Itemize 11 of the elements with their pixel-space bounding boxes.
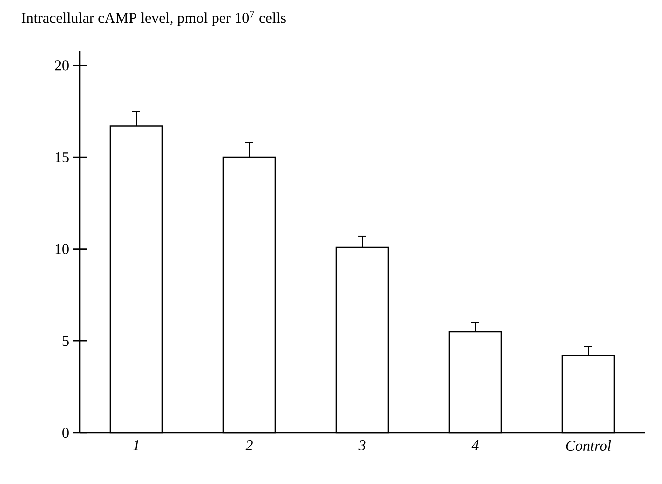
y-tick-label: 10: [56, 244, 69, 254]
x-tick-label: 3: [358, 440, 366, 451]
y-tick-label: 20: [55, 60, 69, 71]
x-tick-label: 1: [133, 440, 139, 450]
chart-title: Intracellular cAMP level, pmol per 10$^{7}$ cells: [22, 10, 286, 26]
y-tick-label: 5: [62, 336, 69, 346]
x-tick-label: 4: [472, 440, 479, 450]
x-tick-label: 2: [246, 440, 253, 450]
y-tick-label: 0: [62, 428, 69, 438]
y-tick-label: 15: [56, 152, 69, 163]
x-tick-label: Control: [566, 440, 612, 452]
